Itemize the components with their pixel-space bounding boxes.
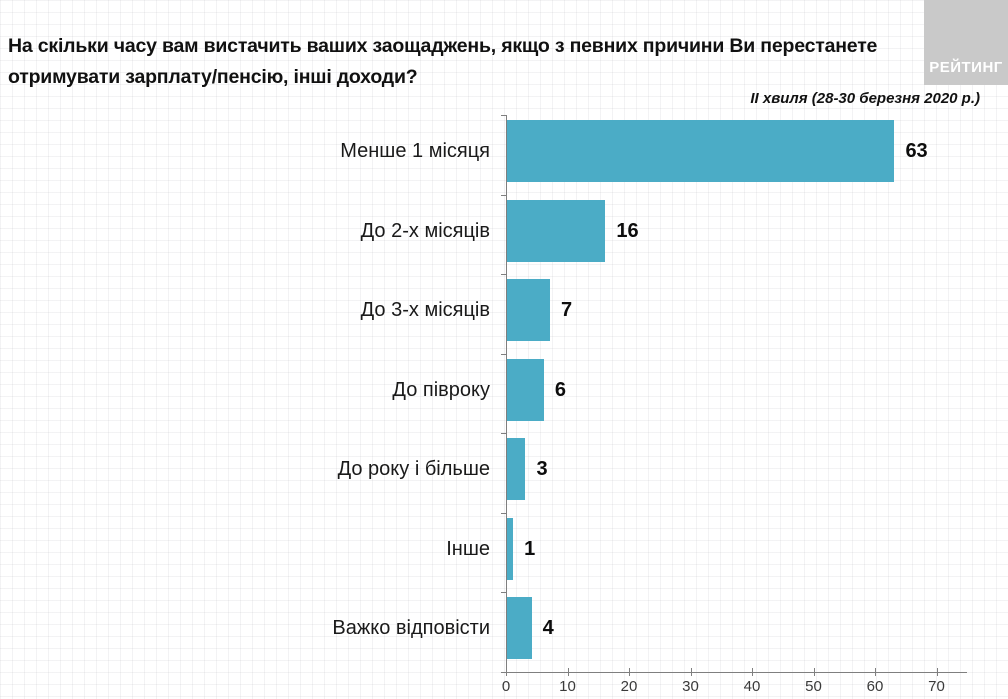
x-axis-tick-label: 30 bbox=[682, 678, 699, 695]
y-axis-tick bbox=[501, 512, 507, 514]
value-label: 1 bbox=[524, 537, 536, 560]
rating-group-logo-text: РЕЙТИНГ bbox=[929, 59, 1003, 76]
category-label: Інше bbox=[446, 537, 490, 560]
x-axis-tick bbox=[506, 668, 507, 676]
category-label: Важко відповісти bbox=[332, 617, 490, 640]
bar bbox=[507, 279, 551, 342]
bar bbox=[507, 438, 526, 501]
chart-title-line1: На скільки часу вам вистачить ваших заощ… bbox=[8, 35, 878, 57]
x-axis-tick-label: 10 bbox=[559, 678, 576, 695]
category-label: Менше 1 місяця bbox=[340, 140, 490, 162]
category-label: До півроку bbox=[392, 378, 490, 401]
y-axis-tick bbox=[501, 353, 507, 355]
bar bbox=[507, 120, 895, 182]
x-axis-tick-label: 70 bbox=[928, 678, 945, 695]
chart-subtitle: ІІ хвиля (28-30 березня 2020 р.) bbox=[750, 90, 980, 107]
y-axis-tick bbox=[501, 194, 507, 196]
bar bbox=[507, 199, 606, 262]
x-axis-tick bbox=[752, 668, 753, 676]
value-label: 4 bbox=[542, 617, 554, 640]
category-label: До 2-х місяців bbox=[360, 219, 490, 242]
y-axis-tick bbox=[501, 672, 507, 673]
bar bbox=[507, 358, 544, 421]
y-axis-tick bbox=[501, 592, 507, 594]
bar bbox=[507, 597, 532, 660]
chart-title-line2: отримувати зарплату/пенсію, інші доходи? bbox=[8, 66, 418, 88]
y-axis-line bbox=[506, 115, 507, 672]
x-axis-tick-label: 20 bbox=[620, 678, 638, 695]
x-axis-tick-label: 40 bbox=[743, 678, 761, 695]
x-axis-tick bbox=[875, 668, 876, 676]
value-label: 63 bbox=[905, 140, 928, 162]
category-label: До року і більше bbox=[337, 458, 490, 481]
value-label: 6 bbox=[554, 378, 567, 401]
value-label: 3 bbox=[536, 458, 548, 481]
category-label: До 3-х місяців bbox=[360, 299, 490, 322]
x-axis-tick bbox=[813, 668, 815, 676]
x-axis-tick-label: 0 bbox=[501, 678, 511, 695]
x-axis-line bbox=[506, 672, 967, 673]
bar bbox=[507, 517, 514, 580]
chart-title: На скільки часу вам вистачить ваших заощ… bbox=[8, 31, 877, 93]
x-axis-tick bbox=[690, 668, 692, 676]
rating-group-logo: РЕЙТИНГ bbox=[924, 0, 1008, 85]
x-axis-tick bbox=[629, 668, 630, 676]
x-axis-tick bbox=[567, 668, 569, 676]
y-axis-tick bbox=[501, 433, 507, 435]
value-label: 7 bbox=[561, 299, 573, 322]
x-axis-tick-label: 50 bbox=[805, 678, 822, 695]
x-axis-tick-label: 60 bbox=[866, 678, 884, 695]
x-axis-tick bbox=[936, 668, 938, 676]
value-label: 16 bbox=[616, 219, 639, 242]
y-axis-tick bbox=[501, 274, 507, 276]
y-axis-tick bbox=[501, 115, 507, 116]
